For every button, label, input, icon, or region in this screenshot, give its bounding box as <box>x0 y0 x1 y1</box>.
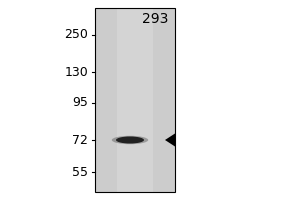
Bar <box>95 8 175 192</box>
Text: 95: 95 <box>72 97 88 110</box>
Polygon shape <box>165 134 175 146</box>
Bar <box>95 8 175 192</box>
Bar <box>117 8 153 192</box>
Ellipse shape <box>112 136 148 144</box>
Text: 293: 293 <box>142 12 168 26</box>
Text: 72: 72 <box>72 134 88 146</box>
Ellipse shape <box>116 136 144 144</box>
Text: 250: 250 <box>64 28 88 42</box>
Text: 130: 130 <box>64 66 88 78</box>
Text: 55: 55 <box>72 166 88 178</box>
